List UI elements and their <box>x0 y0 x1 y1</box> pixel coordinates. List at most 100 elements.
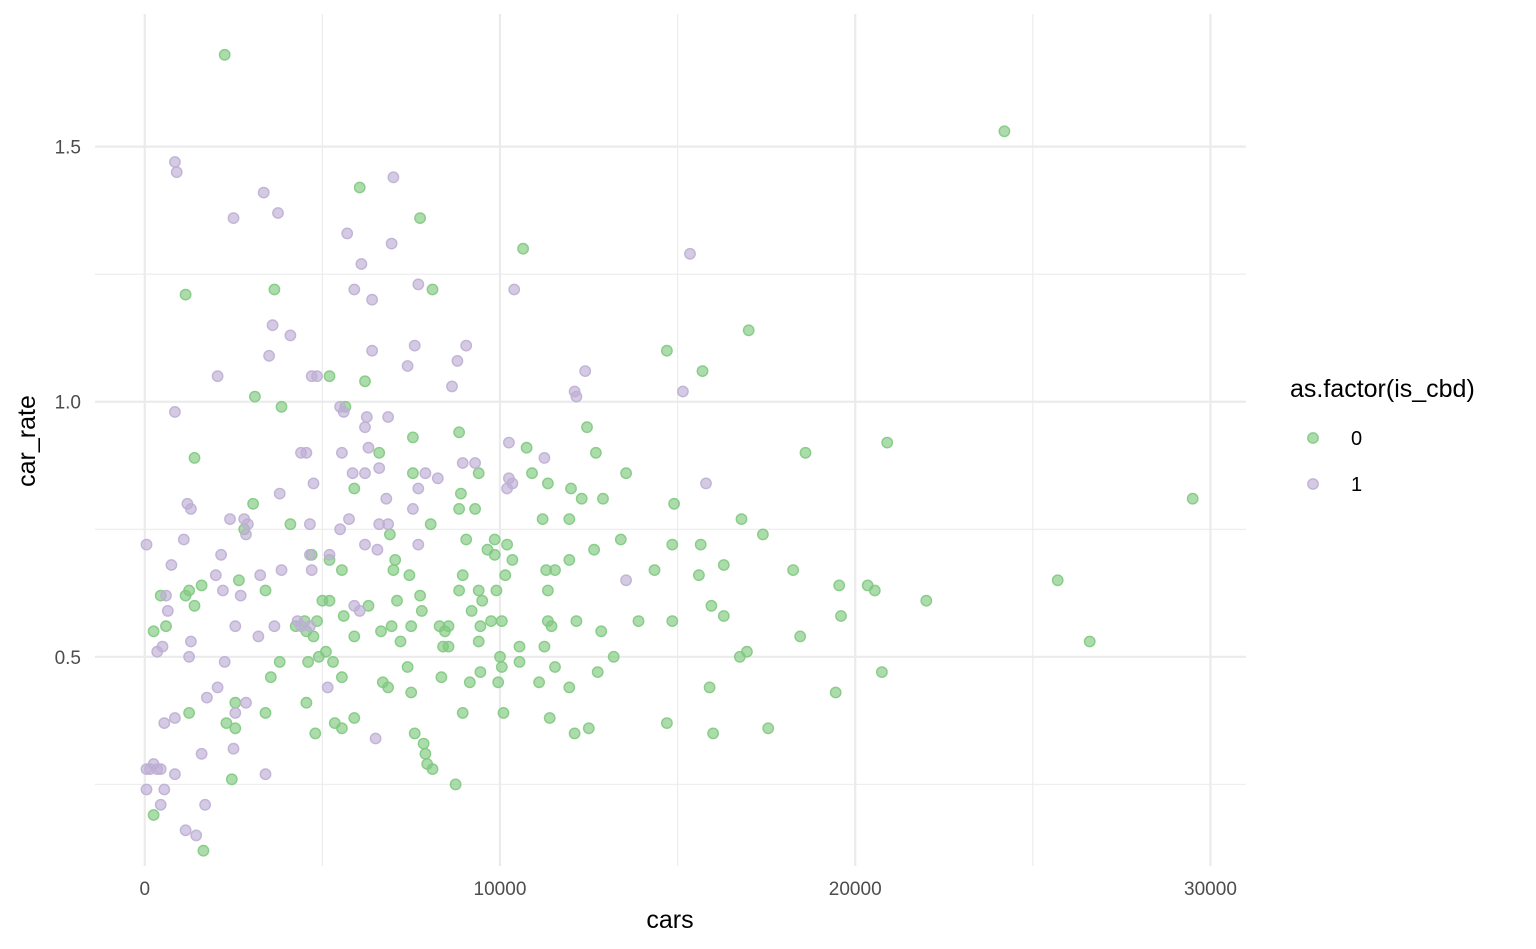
data-point-series-1 <box>341 227 354 240</box>
data-point-series-0 <box>389 554 402 566</box>
data-point-series-1 <box>412 482 425 495</box>
data-point-series-0 <box>494 650 506 663</box>
data-point-series-0 <box>595 625 608 638</box>
data-point-series-0 <box>247 497 260 510</box>
data-point-series-1 <box>307 477 320 490</box>
data-point-series-1 <box>154 798 167 811</box>
data-point-series-0 <box>570 615 583 627</box>
data-point-series-1 <box>508 283 521 296</box>
data-point-series-0 <box>415 605 428 617</box>
data-point-series-0 <box>229 722 242 735</box>
data-point-series-0 <box>563 554 576 566</box>
data-point-series-0 <box>543 712 556 724</box>
data-point-series-1 <box>321 681 334 694</box>
data-point-series-1 <box>380 492 393 505</box>
data-point-series-0 <box>668 497 680 510</box>
data-point-series-1 <box>158 717 171 729</box>
data-point-series-1 <box>140 538 153 551</box>
data-point-series-1 <box>154 763 167 775</box>
data-point-series-1 <box>257 186 270 199</box>
data-point-series-0 <box>442 640 455 653</box>
data-point-series-1 <box>179 824 192 837</box>
data-point-series-0 <box>717 610 730 622</box>
data-point-series-1 <box>199 798 212 811</box>
data-point-series-1 <box>211 370 224 383</box>
data-point-series-0 <box>693 569 705 582</box>
data-point-series-0 <box>568 727 581 740</box>
data-point-series-0 <box>323 370 336 383</box>
data-point-series-0 <box>220 717 233 729</box>
data-point-series-0 <box>920 594 933 607</box>
data-point-series-0 <box>426 763 439 775</box>
data-point-series-0 <box>337 610 350 622</box>
data-point-series-0 <box>259 584 272 597</box>
data-point-series-1 <box>168 156 181 168</box>
data-point-series-0 <box>490 584 503 597</box>
data-point-series-1 <box>311 370 323 383</box>
data-point-series-0 <box>465 605 478 617</box>
legend-key-0 <box>1307 432 1319 444</box>
data-point-series-0 <box>998 125 1011 138</box>
data-point-series-0 <box>179 288 192 301</box>
data-point-series-1 <box>259 768 272 781</box>
data-point-series-0 <box>513 640 526 653</box>
data-point-series-0 <box>218 48 231 61</box>
data-point-series-0 <box>762 722 775 735</box>
data-point-series-0 <box>591 666 604 678</box>
x-tick-label: 30000 <box>1184 879 1237 900</box>
data-point-series-1 <box>343 513 355 525</box>
data-point-series-1 <box>227 742 240 755</box>
data-point-series-0 <box>575 492 588 505</box>
data-point-series-1 <box>303 518 316 531</box>
data-point-series-0 <box>707 727 719 740</box>
data-point-series-0 <box>666 615 679 627</box>
data-point-series-0 <box>495 615 508 627</box>
data-point-series-0 <box>454 487 467 500</box>
data-point-series-0 <box>581 421 593 434</box>
data-point-series-0 <box>348 712 361 724</box>
data-point-series-0 <box>833 579 846 592</box>
data-point-series-1 <box>369 732 382 745</box>
data-point-series-1 <box>348 283 361 296</box>
data-point-series-0 <box>545 620 558 633</box>
data-point-series-0 <box>614 533 627 546</box>
data-point-series-0 <box>1186 492 1199 505</box>
data-point-series-1 <box>382 411 394 423</box>
data-point-series-0 <box>876 666 888 678</box>
data-point-series-1 <box>700 477 712 490</box>
legend-title: as.factor(is_cbd) <box>1290 375 1475 403</box>
data-point-series-0 <box>264 671 277 684</box>
data-point-series-0 <box>526 467 538 480</box>
data-point-series-0 <box>549 661 561 673</box>
data-point-series-0 <box>794 630 807 643</box>
data-point-series-1 <box>263 349 275 362</box>
data-point-series-0 <box>275 400 288 413</box>
legend-key-1 <box>1307 478 1319 490</box>
data-point-series-1 <box>229 707 242 719</box>
data-point-series-0 <box>408 727 421 740</box>
y-axis-tick-labels: 0.5 1.0 1.5 <box>55 138 81 669</box>
data-point-series-0 <box>835 610 847 622</box>
data-point-series-0 <box>453 426 465 439</box>
data-point-series-1 <box>335 446 348 459</box>
data-point-series-0 <box>147 809 160 821</box>
data-point-series-1 <box>502 436 515 449</box>
data-point-series-0 <box>259 707 272 719</box>
data-point-series-0 <box>582 722 595 735</box>
data-point-series-0 <box>456 569 469 582</box>
data-point-series-1 <box>684 247 696 260</box>
data-point-series-1 <box>224 513 236 525</box>
data-point-series-1 <box>568 385 581 398</box>
data-point-series-0 <box>362 599 375 612</box>
data-point-series-0 <box>588 543 600 556</box>
data-point-series-0 <box>359 375 371 388</box>
legend-label-0: 0 <box>1351 428 1362 450</box>
data-point-series-0 <box>197 844 210 857</box>
data-point-series-0 <box>284 518 297 531</box>
data-point-series-0 <box>373 446 386 459</box>
data-point-series-0 <box>385 620 398 633</box>
data-point-series-1 <box>252 630 265 643</box>
data-point-series-1 <box>275 564 288 576</box>
data-point-series-0 <box>335 564 348 576</box>
